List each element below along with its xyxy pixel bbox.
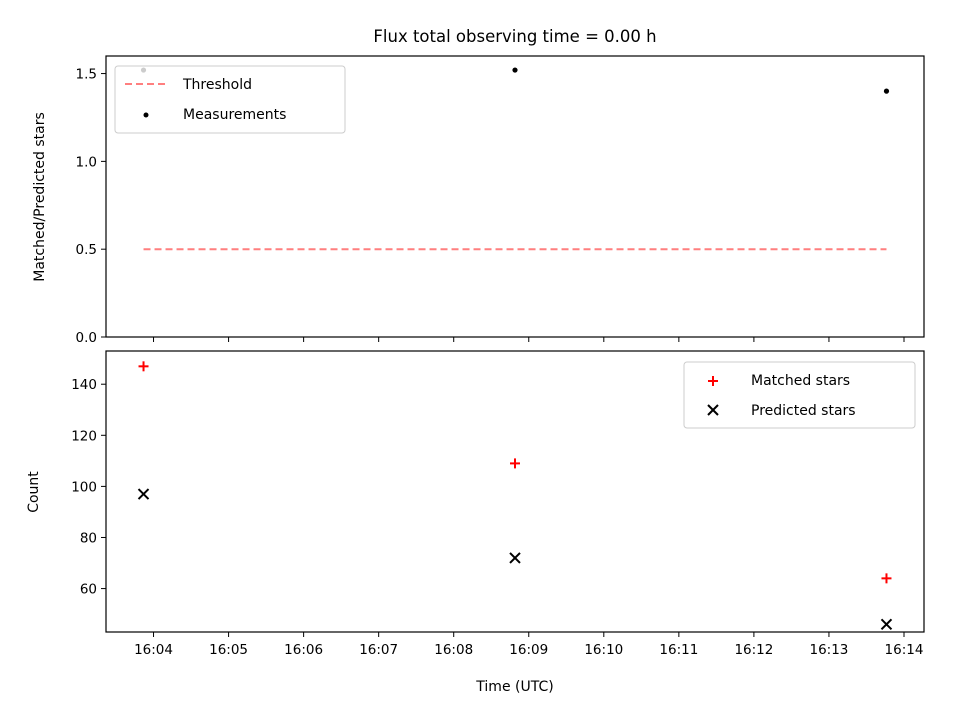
bottom-panel-frame — [105, 350, 925, 633]
top-panel-frame — [105, 55, 925, 338]
x-tick-label: 16:13 — [809, 642, 848, 658]
x-tick-label: 16:11 — [659, 642, 698, 658]
top-legend-box — [114, 65, 346, 134]
measurements-legend-label: Measurements — [183, 107, 286, 123]
matched-stars-point — [881, 573, 892, 584]
bottom-y-tick-label: 140 — [71, 377, 97, 393]
x-tick-label: 16:14 — [885, 642, 924, 658]
top-y-tick-label: 0.0 — [76, 330, 97, 346]
matched-stars-point — [138, 361, 149, 372]
top-y-tick-label: 1.5 — [76, 67, 97, 83]
top-panel-y-ticks: 0.0 0.5 1.0 1.5 — [76, 67, 106, 346]
bottom-panel-y-ticks: 60 80 100 120 140 — [71, 377, 106, 598]
chart-title: Flux total observing time = 0.00 h — [373, 27, 656, 46]
measurements-legend-swatch — [143, 112, 149, 118]
top-y-tick-label: 1.0 — [76, 154, 97, 170]
bottom-panel-y-axis-label: Count — [26, 471, 42, 513]
matched-stars-legend-swatch — [708, 376, 718, 386]
bottom-panel-x-ticks: 16:04 16:05 16:06 16:07 16:08 16:09 16:10 16:11… — [134, 632, 923, 658]
matched-stars-legend-label: Matched stars — [751, 373, 850, 389]
predicted-stars-point — [880, 618, 893, 631]
bottom-y-tick-label: 100 — [71, 479, 97, 495]
predicted-stars-legend-label: Predicted stars — [751, 403, 856, 419]
measurements-point — [512, 67, 518, 73]
x-tick-label: 16:05 — [209, 642, 248, 658]
bottom-y-tick-label: 80 — [80, 530, 97, 546]
x-tick-label: 16:12 — [734, 642, 773, 658]
top-panel: 0.0 0.5 1.0 1.5 Matched/Predicted stars Thr… — [32, 55, 925, 346]
top-y-tick-label: 0.5 — [76, 242, 97, 258]
predicted-stars-legend-swatch — [707, 404, 719, 416]
threshold-legend-label: Threshold — [182, 77, 252, 93]
top-panel-legend: Threshold Measurements — [114, 65, 346, 134]
bottom-panel-marks — [137, 361, 893, 631]
matched-stars-point — [510, 458, 520, 469]
bottom-panel-legend: Matched stars Predicted stars — [683, 361, 916, 429]
x-axis-label: Time (UTC) — [475, 679, 553, 695]
top-panel-y-axis-label: Matched/Predicted stars — [32, 112, 48, 282]
x-tick-label: 16:10 — [584, 642, 623, 658]
x-tick-label: 16:09 — [509, 642, 548, 658]
bottom-y-tick-label: 120 — [71, 428, 97, 444]
x-tick-label: 16:06 — [284, 642, 323, 658]
x-tick-label: 16:08 — [434, 642, 473, 658]
predicted-stars-point — [137, 488, 150, 500]
x-tick-label: 16:04 — [134, 642, 173, 658]
bottom-y-tick-label: 60 — [80, 582, 97, 598]
predicted-stars-point — [509, 552, 521, 564]
top-panel-x-ticks — [153, 337, 905, 342]
measurements-point — [883, 88, 890, 94]
bottom-legend-box — [683, 361, 916, 429]
x-tick-label: 16:07 — [359, 642, 398, 658]
